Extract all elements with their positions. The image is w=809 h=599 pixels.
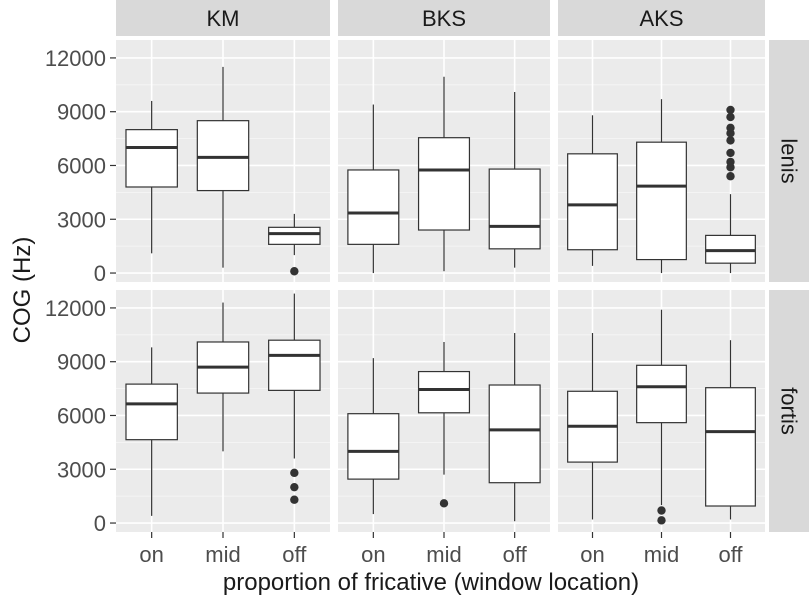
outlier-point: [726, 123, 735, 133]
y-tick-label: 0: [94, 261, 106, 286]
y-tick-label: 3000: [57, 207, 106, 232]
box-off: [488, 333, 541, 522]
box-off: [705, 340, 756, 520]
box-on: [347, 358, 400, 515]
box-on: [125, 347, 178, 516]
strip-BKS: BKS: [338, 0, 550, 36]
strip-background: [769, 40, 809, 282]
facet-panel-lenis-KM: [116, 40, 330, 282]
box-iqr: [347, 413, 400, 480]
box-off: [488, 91, 541, 268]
box-iqr: [268, 339, 321, 391]
strip-background: [558, 0, 765, 36]
outlier-point: [439, 499, 449, 508]
box-iqr: [636, 141, 687, 261]
outlier-point: [726, 105, 735, 115]
y-tick-label: 6000: [57, 403, 106, 428]
box-mid: [196, 302, 250, 452]
outlier-point: [726, 112, 735, 122]
outlier-point: [657, 506, 666, 515]
strip-fortis: fortis: [769, 290, 809, 532]
box-iqr: [125, 129, 178, 188]
axes: 0 3000 6000 9000 12000 0 3000 6000 9000 12000 on mi…: [45, 46, 744, 567]
facet-column-label: KM: [207, 6, 240, 31]
box-off: [268, 293, 321, 504]
box-off: [705, 105, 756, 274]
box-on: [125, 100, 178, 254]
box-iqr: [417, 370, 471, 414]
facet-column-label: BKS: [422, 6, 466, 31]
facet-panel-lenis-AKS: [558, 40, 765, 282]
facet-panel-fortis-AKS: [558, 290, 765, 532]
box-iqr: [705, 387, 756, 507]
x-axis-title: proportion of fricative (window location…: [223, 569, 639, 596]
box-mid: [196, 66, 250, 268]
x-tick-label: off: [503, 542, 528, 567]
outlier-point: [657, 516, 666, 525]
outlier-point: [726, 136, 735, 145]
box-iqr: [567, 153, 618, 251]
strip-background: [116, 0, 330, 36]
box-mid: [636, 309, 687, 525]
x-tick-label: off: [718, 542, 743, 567]
y-tick-label: 12000: [45, 46, 106, 71]
box-iqr: [196, 120, 250, 192]
box-mid: [417, 341, 471, 508]
y-tick-label: 12000: [45, 296, 106, 321]
outlier-point: [290, 482, 299, 492]
x-tick-label: on: [139, 542, 163, 567]
box-on: [567, 333, 618, 520]
x-tick-label: mid: [205, 542, 240, 567]
x-tick-label: mid: [644, 542, 679, 567]
x-tick-label: on: [361, 542, 385, 567]
box-iqr: [488, 384, 541, 484]
box-iqr: [347, 169, 400, 245]
outlier-point: [290, 267, 299, 276]
panels-layer: [116, 40, 765, 532]
strip-background: [769, 290, 809, 532]
y-tick-label: 3000: [57, 457, 106, 482]
strip-KM: KM: [116, 0, 330, 36]
box-on: [567, 115, 618, 266]
x-tick-label: mid: [426, 542, 461, 567]
box-on: [347, 104, 400, 274]
strip-AKS: AKS: [558, 0, 765, 36]
box-iqr: [125, 383, 178, 441]
strip-lenis: lenis: [769, 40, 809, 282]
outlier-point: [290, 495, 299, 504]
box-mid: [636, 99, 687, 274]
y-tick-label: 9000: [57, 100, 106, 125]
y-tick-label: 6000: [57, 153, 106, 178]
y-tick-label: 9000: [57, 350, 106, 375]
y-axis-title: COG (Hz): [9, 237, 36, 344]
outlier-point: [290, 468, 299, 478]
box-off: [268, 213, 321, 276]
box-iqr: [417, 137, 471, 231]
outlier-point: [726, 157, 735, 167]
outlier-point: [726, 172, 735, 181]
x-tick-label: on: [580, 542, 604, 567]
y-tick-label: 0: [94, 511, 106, 536]
box-mid: [417, 76, 471, 272]
facet-row-label: lenis: [777, 138, 802, 183]
facet-panel-lenis-BKS: [338, 40, 550, 282]
facet-panel-fortis-BKS: [338, 290, 550, 532]
facet-column-label: AKS: [639, 6, 683, 31]
facet-row-label: fortis: [777, 387, 802, 435]
box-iqr: [488, 168, 541, 250]
outlier-point: [726, 148, 735, 158]
facet-panel-fortis-KM: [116, 290, 330, 532]
box-iqr: [268, 226, 321, 245]
strip-background: [338, 0, 550, 36]
facet-strips: KM BKS AKS lenis fortis: [116, 0, 809, 532]
box-iqr: [636, 364, 687, 424]
x-tick-label: off: [282, 542, 307, 567]
